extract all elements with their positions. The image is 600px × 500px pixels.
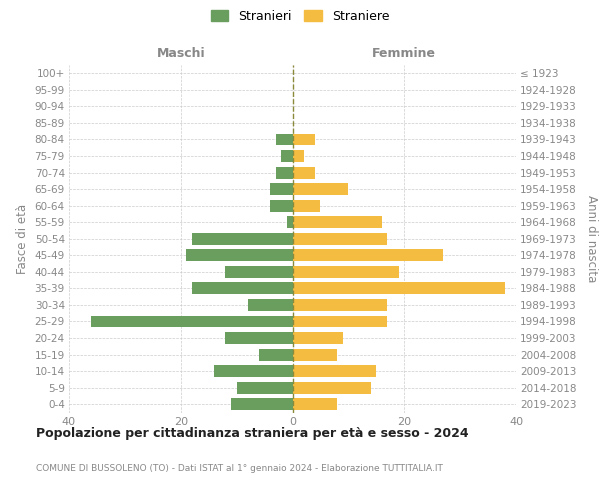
Y-axis label: Fasce di età: Fasce di età [16,204,29,274]
Bar [293,233,388,244]
Bar [287,216,293,228]
Bar [293,266,398,278]
Bar [293,282,505,294]
Bar [281,150,293,162]
Bar [192,233,293,244]
Legend: Stranieri, Straniere: Stranieri, Straniere [207,6,393,26]
Bar [293,299,388,311]
Bar [276,166,293,178]
Bar [226,332,293,344]
Bar [293,166,315,178]
Bar [293,200,320,211]
Bar [293,332,343,344]
Bar [214,365,293,377]
Bar [270,183,293,195]
Bar [192,282,293,294]
Bar [259,348,293,360]
Bar [293,398,337,410]
Text: Popolazione per cittadinanza straniera per età e sesso - 2024: Popolazione per cittadinanza straniera p… [36,428,469,440]
Bar [293,216,382,228]
Bar [270,200,293,211]
Bar [226,266,293,278]
Bar [293,382,371,394]
Bar [231,398,293,410]
Bar [248,299,293,311]
Bar [293,134,315,145]
Bar [187,250,293,262]
Bar [91,316,293,328]
Bar [276,134,293,145]
Text: Femmine: Femmine [372,47,436,60]
Text: COMUNE DI BUSSOLENO (TO) - Dati ISTAT al 1° gennaio 2024 - Elaborazione TUTTITAL: COMUNE DI BUSSOLENO (TO) - Dati ISTAT al… [36,464,443,473]
Bar [293,150,304,162]
Text: Maschi: Maschi [157,47,205,60]
Bar [293,348,337,360]
Bar [293,365,376,377]
Bar [293,250,443,262]
Bar [236,382,293,394]
Y-axis label: Anni di nascita: Anni di nascita [585,195,598,282]
Bar [293,316,388,328]
Bar [293,183,349,195]
